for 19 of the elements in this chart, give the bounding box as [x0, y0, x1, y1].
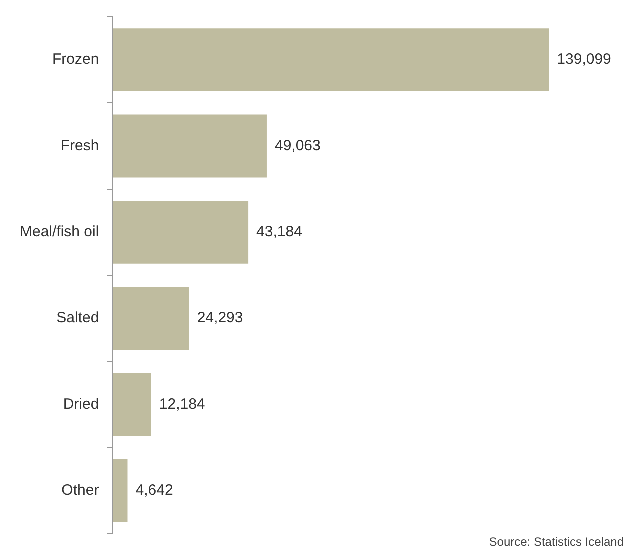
bar: [113, 114, 267, 178]
bar: [113, 287, 190, 350]
data-label: 12,184: [159, 396, 206, 413]
data-label: 49,063: [274, 137, 321, 154]
y-tick-label: Frozen: [52, 51, 100, 68]
data-label: 24,293: [197, 310, 244, 327]
y-tick-label: Other: [62, 482, 100, 500]
data-label: 139,099: [557, 51, 612, 68]
data-label: 43,184: [256, 224, 302, 241]
bar: [113, 373, 152, 436]
y-tick-label: Salted: [56, 310, 100, 327]
bar: [113, 200, 249, 264]
source-note: Source: Statistics Iceland: [489, 535, 624, 549]
y-tick-label: Meal/fish oil: [20, 224, 100, 241]
bar: [113, 28, 550, 92]
data-label: 4,642: [136, 482, 174, 500]
y-tick-label: Dried: [63, 396, 100, 413]
y-tick-label: Fresh: [60, 137, 100, 154]
bar: [113, 459, 128, 522]
